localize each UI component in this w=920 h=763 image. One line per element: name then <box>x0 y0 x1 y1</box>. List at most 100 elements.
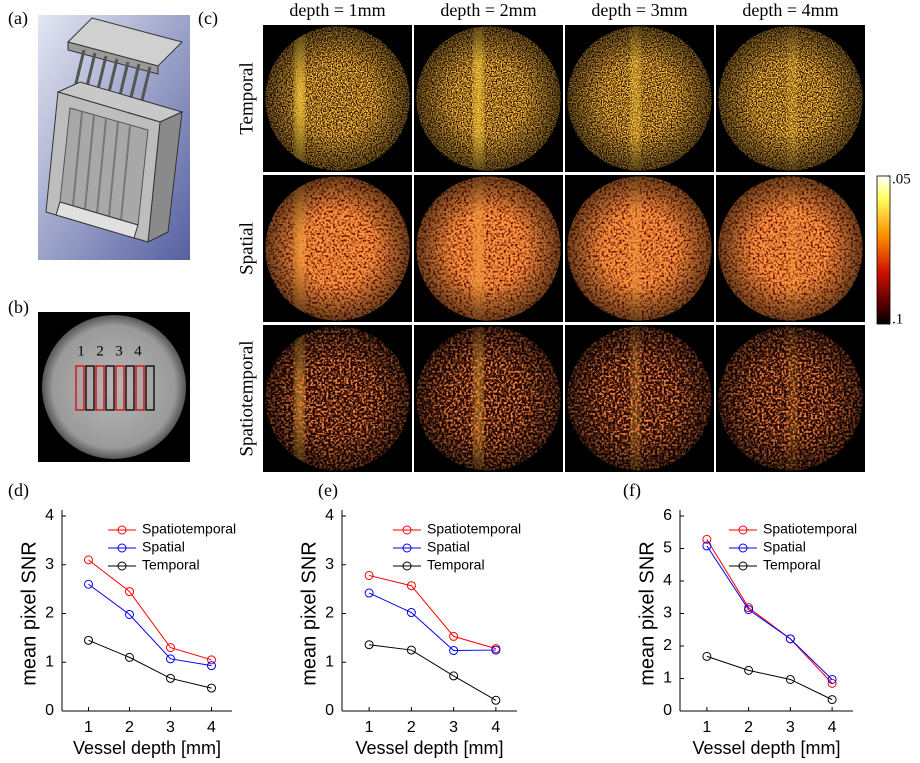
vignette <box>568 177 712 321</box>
y-tick-label: 0 <box>663 702 672 719</box>
y-axis-label: mean pixel SNR <box>636 541 658 686</box>
y-tick-label: 6 <box>663 507 672 524</box>
row-label: Temporal <box>236 62 257 135</box>
speckle-image <box>414 325 563 472</box>
x-tick-label: 2 <box>407 719 416 736</box>
line-chart: 0 1 2 3 4 1 2 3 4 Vessel depth [mm] mean pixel SNR… <box>18 507 236 758</box>
panel-label: (a) <box>8 8 28 29</box>
x-tick-label: 1 <box>702 719 711 736</box>
y-tick-label: 4 <box>325 507 334 524</box>
x-axis-label: Vessel depth [mm] <box>73 738 221 758</box>
series-line <box>369 575 496 648</box>
page: (a)(b)(c)(d)(e)(f)1234depth = 1mmdepth =… <box>0 0 920 763</box>
y-axis-label: mean pixel SNR <box>18 541 40 686</box>
speckle-image <box>716 175 865 322</box>
speckle-image <box>263 325 412 472</box>
roi-label: 2 <box>96 343 104 359</box>
vignette <box>266 177 410 321</box>
speckle-image <box>565 25 714 172</box>
vignette <box>719 327 863 471</box>
series-line <box>89 640 212 688</box>
x-tick-label: 4 <box>207 719 216 736</box>
y-tick-label: 1 <box>663 670 672 687</box>
x-tick-label: 2 <box>744 719 753 736</box>
x-tick-label: 3 <box>449 719 458 736</box>
legend-label: Temporal <box>427 557 485 573</box>
panel-label: (d) <box>8 480 29 501</box>
row-label: Spatiotemporal <box>236 340 257 456</box>
roi-label: 4 <box>134 343 142 359</box>
column-header: depth = 1mm <box>289 0 385 20</box>
x-tick-label: 4 <box>828 719 837 736</box>
speckle-image <box>263 25 412 172</box>
legend-label: Spatiotemporal <box>763 521 857 537</box>
y-tick-label: 4 <box>45 507 54 524</box>
image-grid <box>263 25 865 472</box>
colorbar-label: .05 <box>892 171 911 187</box>
legend-label: Temporal <box>142 557 200 573</box>
roi-label: 1 <box>77 343 85 359</box>
line-chart: 0 1 2 3 4 5 6 1 2 3 4 Vessel depth [mm] mean pixel S… <box>636 507 857 758</box>
x-axis-label: Vessel depth [mm] <box>692 738 840 758</box>
x-tick-label: 4 <box>491 719 500 736</box>
x-tick-label: 1 <box>365 719 374 736</box>
y-tick-label: 5 <box>663 540 672 557</box>
series-line <box>369 593 496 651</box>
y-tick-label: 2 <box>325 605 334 622</box>
series-line <box>369 645 496 701</box>
vignette <box>568 27 712 171</box>
column-header: depth = 4mm <box>742 0 838 20</box>
speckle-image <box>716 25 865 172</box>
y-tick-label: 0 <box>325 702 334 719</box>
legend-label: Spatiotemporal <box>427 521 521 537</box>
vignette <box>417 27 561 171</box>
speckle-image <box>565 175 714 322</box>
panel-label: (c) <box>198 8 218 29</box>
legend-label: Spatial <box>427 539 470 555</box>
vignette <box>266 327 410 471</box>
y-tick-label: 4 <box>663 572 672 589</box>
colorbar-label: .1 <box>892 311 903 327</box>
column-header: depth = 2mm <box>440 0 536 20</box>
vignette <box>568 327 712 471</box>
x-tick-label: 3 <box>786 719 795 736</box>
x-tick-label: 3 <box>166 719 175 736</box>
y-tick-label: 3 <box>45 556 54 573</box>
y-tick-label: 1 <box>45 653 54 670</box>
y-tick-label: 0 <box>45 702 54 719</box>
line-chart: 0 1 2 3 4 1 2 3 4 Vessel depth [mm] mean pixel SNR… <box>298 507 521 758</box>
y-tick-label: 3 <box>663 605 672 622</box>
column-header: depth = 3mm <box>591 0 687 20</box>
legend-label: Spatial <box>142 539 185 555</box>
x-tick-label: 1 <box>84 719 93 736</box>
y-tick-label: 2 <box>45 605 54 622</box>
y-tick-label: 3 <box>325 556 334 573</box>
vignette <box>719 177 863 321</box>
y-tick-label: 1 <box>325 653 334 670</box>
roi-label: 3 <box>115 343 123 359</box>
y-tick-label: 2 <box>663 637 672 654</box>
panel-label: (e) <box>318 480 338 501</box>
series-line <box>89 584 212 665</box>
speckle-image <box>565 325 714 472</box>
x-axis-label: Vessel depth [mm] <box>355 738 503 758</box>
speckle-image <box>716 325 865 472</box>
vignette <box>417 327 561 471</box>
legend-label: Spatiotemporal <box>142 521 236 537</box>
series-line <box>89 560 212 660</box>
speckle-image <box>414 25 563 172</box>
speckle-image <box>263 175 412 322</box>
x-tick-label: 2 <box>125 719 134 736</box>
vignette <box>266 27 410 171</box>
colorbar <box>877 176 890 324</box>
y-axis-label: mean pixel SNR <box>298 541 320 686</box>
legend-label: Spatial <box>763 539 806 555</box>
legend-label: Temporal <box>763 557 821 573</box>
model-render <box>38 15 190 260</box>
row-label: Spatial <box>236 222 257 275</box>
vignette <box>417 177 561 321</box>
figure: (a)(b)(c)(d)(e)(f)1234depth = 1mmdepth =… <box>0 0 920 763</box>
vignette <box>719 27 863 171</box>
panel-label: (b) <box>8 297 29 318</box>
panel-label: (f) <box>623 480 641 501</box>
